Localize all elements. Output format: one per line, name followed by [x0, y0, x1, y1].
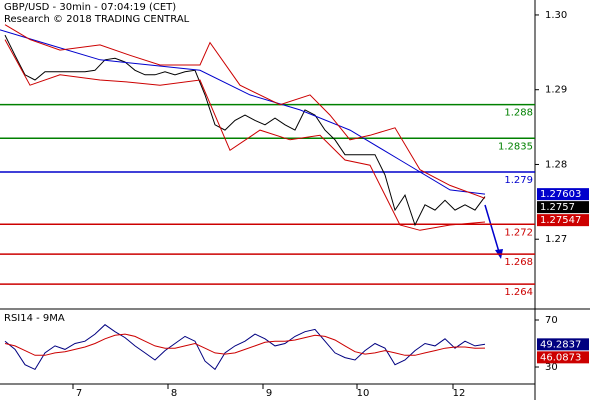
series-line [0, 29, 486, 195]
chart-title: GBP/USD - 30min - 07:04:19 (CET) [4, 2, 176, 13]
price-tag [537, 214, 589, 227]
level-label: 1.2835 [498, 141, 533, 152]
forecast-arrow [484, 204, 500, 253]
series-line [4, 333, 486, 356]
price-tag-label: 1.2757 [540, 202, 575, 213]
x-tick-label: 9 [266, 388, 272, 399]
price-tag [537, 351, 589, 364]
price-tag [537, 201, 589, 214]
y-tick-label: 1.29 [545, 85, 567, 96]
price-tag-label: 46.0873 [540, 352, 581, 363]
y-tick-label: 1.27 [545, 234, 567, 245]
x-tick-label: 7 [76, 388, 82, 399]
series-line [4, 39, 486, 231]
price-tag-label: 49.2837 [540, 339, 581, 350]
y-tick-label: 1.30 [545, 10, 567, 21]
price-tag [537, 188, 589, 201]
y-tick-label: 70 [545, 315, 558, 326]
price-tag-label: 1.27547 [540, 215, 581, 226]
x-tick-label: 10 [357, 388, 370, 399]
price-tag-label: 1.27603 [540, 189, 581, 200]
level-label: 1.268 [504, 257, 533, 268]
rsi-title: RSI14 - 9MA [4, 313, 65, 324]
price-tag [537, 338, 589, 351]
series-line [4, 24, 486, 199]
level-label: 1.272 [504, 227, 533, 238]
x-tick-label: 12 [453, 388, 466, 399]
level-label: 1.264 [504, 287, 533, 298]
chart-subtitle: Research © 2018 TRADING CENTRAL [4, 14, 190, 25]
series-line [4, 324, 486, 371]
y-tick-label: 30 [545, 362, 558, 373]
level-label: 1.288 [504, 108, 533, 119]
level-label: 1.279 [504, 175, 533, 186]
series-line [4, 34, 486, 227]
y-tick-label: 1.28 [545, 159, 567, 170]
x-tick-label: 8 [171, 388, 177, 399]
